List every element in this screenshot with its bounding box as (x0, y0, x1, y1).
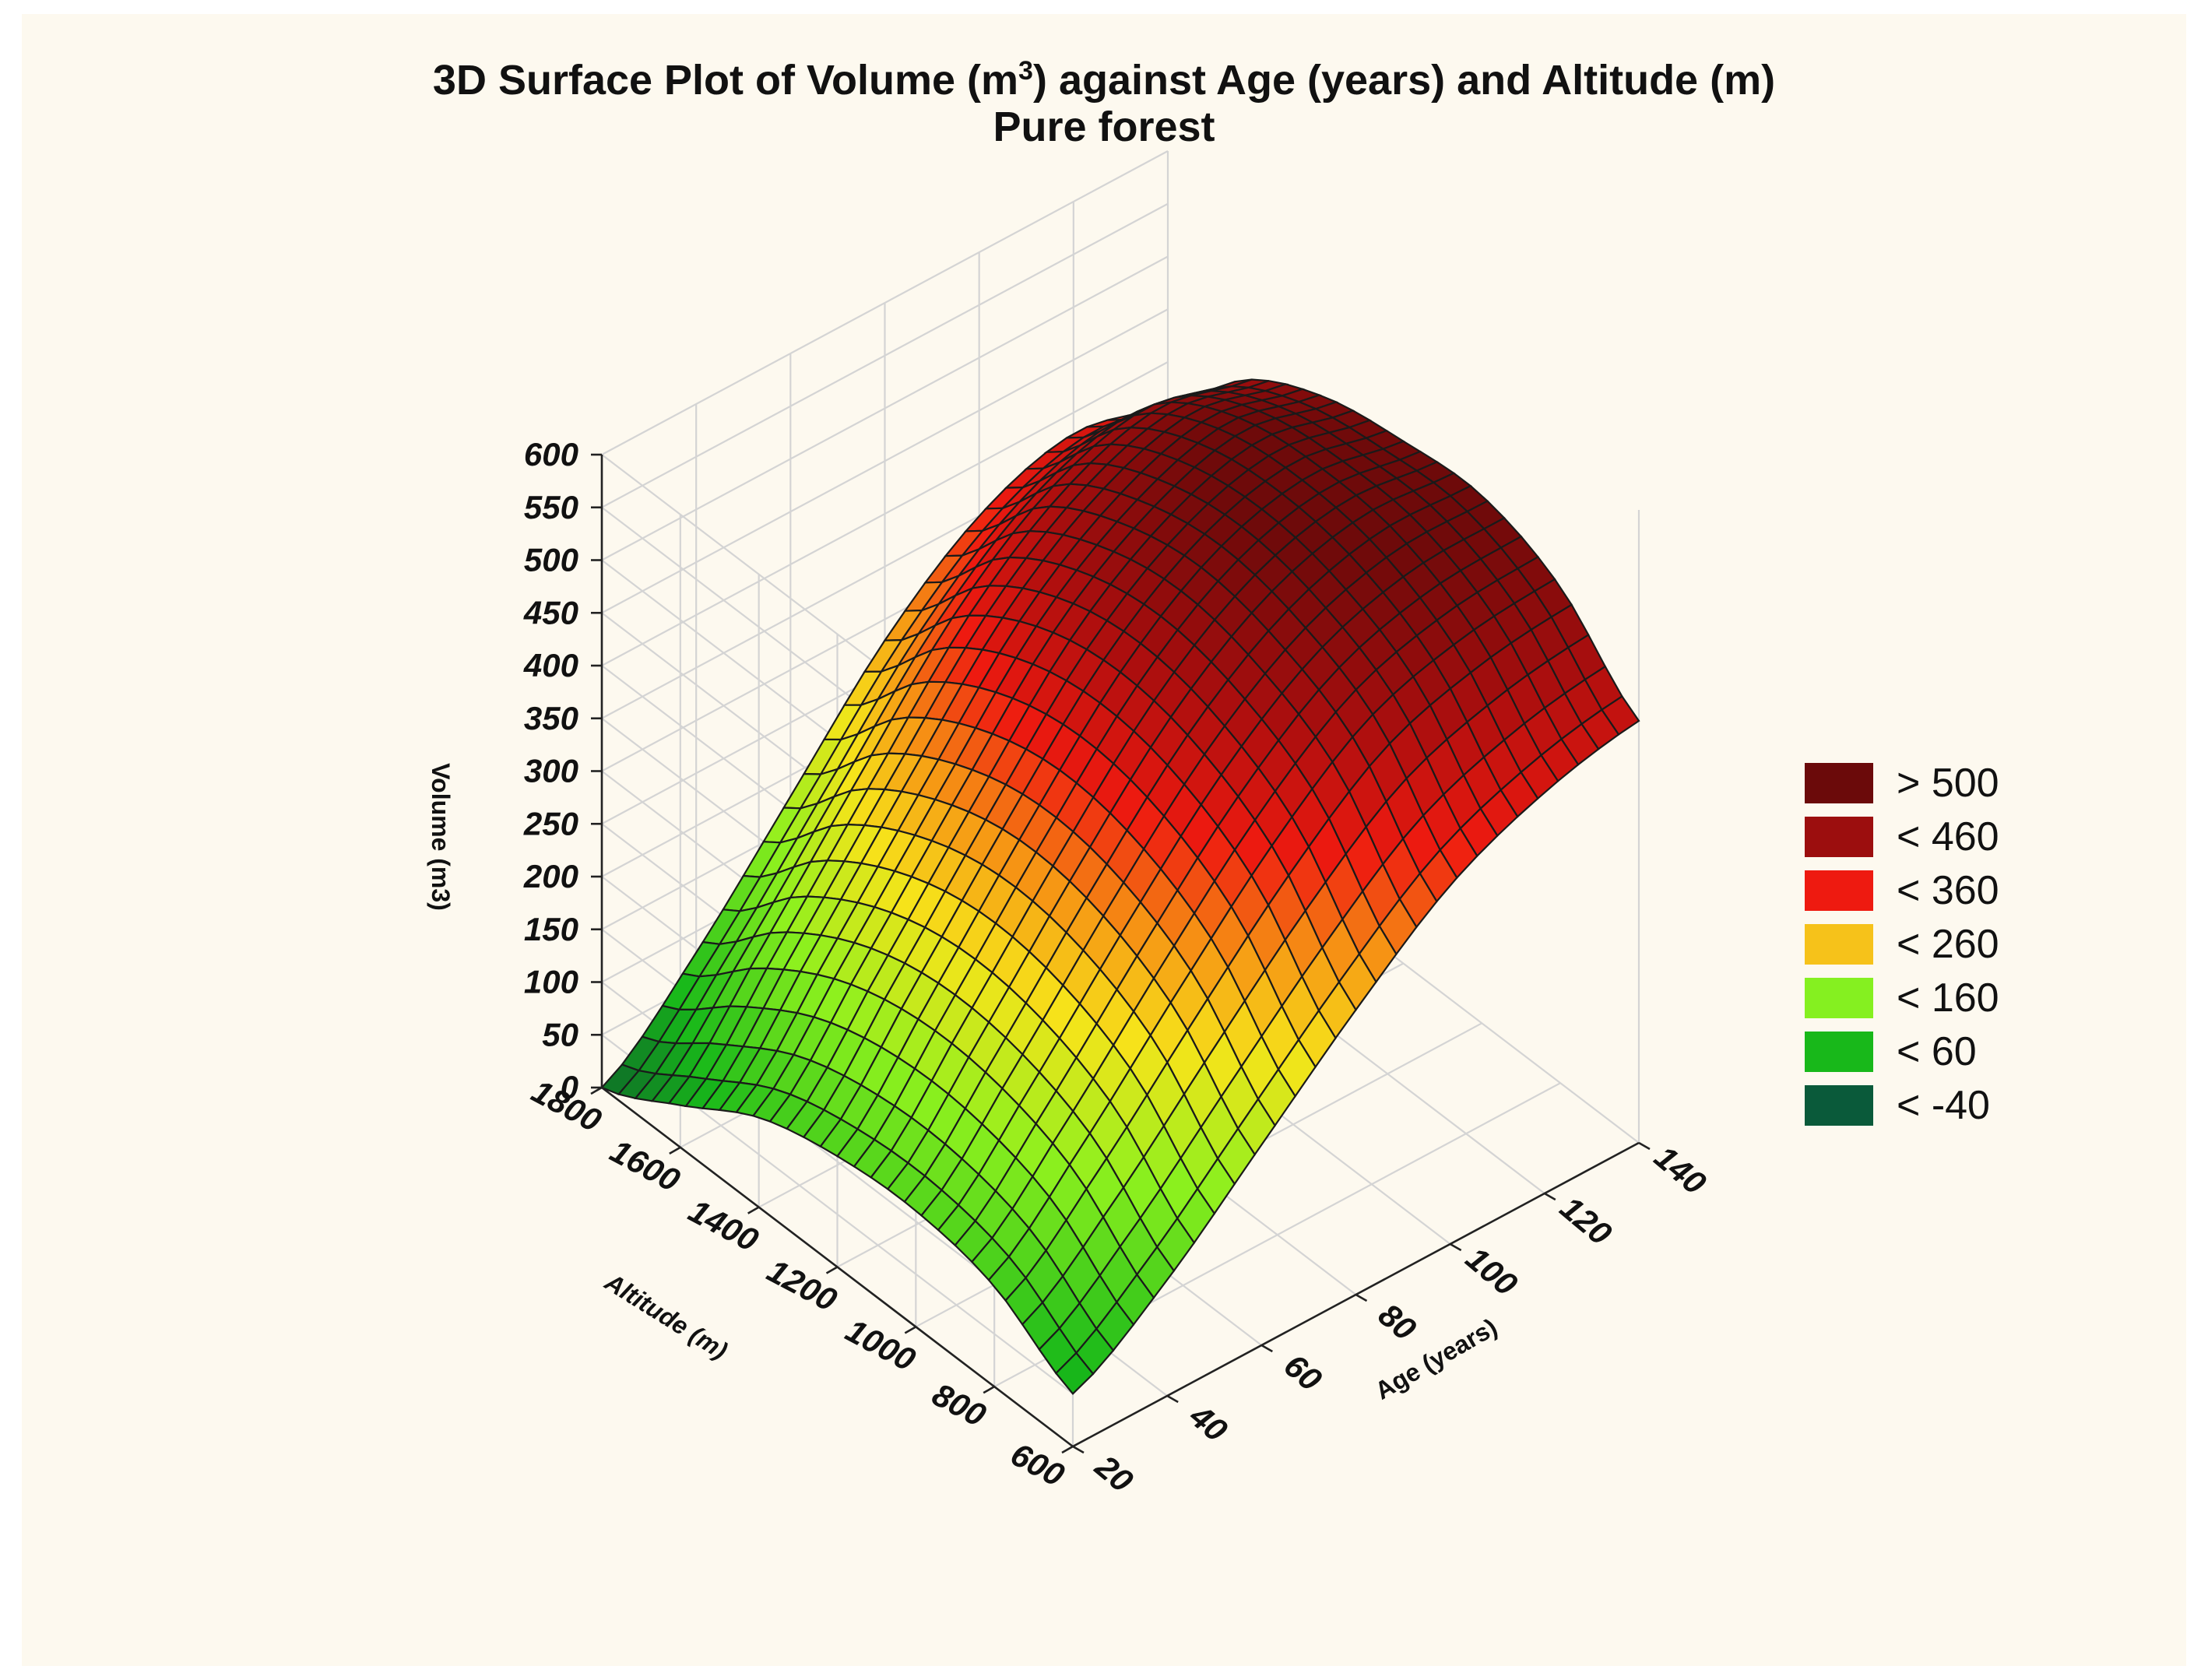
x-tick-label: 60 (1278, 1347, 1329, 1398)
x-tick-label: 120 (1553, 1189, 1619, 1252)
z-tick-label: 600 (524, 436, 578, 473)
legend-label: < -40 (1897, 1083, 1990, 1128)
axes (590, 453, 1651, 1454)
y-axis-label: Altitude (m) (599, 1267, 733, 1365)
legend-item: < -40 (1798, 1083, 2079, 1128)
z-tick-label: 100 (524, 964, 578, 1000)
grid-line (601, 308, 1169, 614)
legend-swatch (1805, 1032, 1873, 1072)
z-tick-label: 350 (524, 700, 578, 736)
legend-swatch (1805, 1085, 1873, 1126)
z-tick-label: 200 (523, 858, 578, 894)
y-tick-mark (825, 1266, 839, 1274)
grid-line (601, 150, 1169, 455)
grid-line (601, 361, 1169, 666)
x-tick-mark (1355, 1293, 1368, 1302)
chart-subtitle: Pure forest (993, 104, 1215, 150)
y-tick-mark (747, 1206, 760, 1214)
x-tick-mark (1544, 1192, 1556, 1201)
x-tick-mark (1450, 1242, 1462, 1252)
y-tick-mark (669, 1146, 681, 1155)
legend-label: < 160 (1897, 975, 1999, 1021)
y-tick-mark (904, 1326, 916, 1334)
z-tick-label: 400 (523, 647, 578, 684)
x-tick-label: 100 (1459, 1239, 1524, 1302)
y-tick-label: 600 (1005, 1436, 1071, 1493)
y-tick-label: 800 (926, 1376, 992, 1433)
grid-line (601, 255, 1169, 561)
z-tick-label: 500 (524, 542, 578, 578)
x-tick-mark (1260, 1344, 1273, 1353)
x-tick-mark (1166, 1394, 1179, 1404)
legend-item: < 360 (1798, 868, 2079, 913)
z-tick-label: 550 (524, 489, 578, 525)
x-tick-mark (1638, 1141, 1651, 1151)
x-tick-label: 40 (1183, 1397, 1235, 1449)
legend-label: < 260 (1897, 922, 1999, 967)
z-tick-label: 450 (523, 594, 578, 631)
z-tick-label: 150 (524, 911, 578, 947)
grid-line (601, 202, 1169, 508)
legend-label: > 500 (1897, 761, 1999, 806)
z-tick-label: 250 (523, 805, 578, 842)
z-tick-label: 50 (542, 1016, 578, 1053)
surface-cell (1054, 1351, 1095, 1395)
legend-swatch (1805, 870, 1873, 911)
legend-item: > 500 (1798, 761, 2079, 806)
legend-item: < 260 (1798, 922, 2079, 967)
x-tick-label: 80 (1372, 1296, 1423, 1348)
z-tick-label: 0 (561, 1069, 578, 1105)
y-tick-mark (590, 1086, 603, 1095)
y-tick-mark (983, 1386, 995, 1394)
legend-label: < 60 (1897, 1029, 1977, 1074)
z-axis-label: Volume (m3) (427, 763, 455, 911)
legend-item: < 460 (1798, 814, 2079, 859)
legend-item: < 160 (1798, 975, 2079, 1021)
chart-title: 3D Surface Plot of Volume (m3) against A… (432, 56, 1776, 104)
legend-swatch (1805, 924, 1873, 965)
legend-swatch (1805, 763, 1873, 803)
z-tick-label: 300 (524, 753, 578, 789)
legend-label: < 360 (1897, 868, 1999, 913)
legend-swatch (1805, 978, 1873, 1018)
x-tick-label: 140 (1647, 1138, 1713, 1201)
y-tick-mark (1061, 1445, 1074, 1454)
legend-swatch (1805, 817, 1873, 857)
legend-item: < 60 (1798, 1029, 2079, 1074)
x-tick-mark (1072, 1445, 1085, 1454)
legend-label: < 460 (1897, 814, 1999, 859)
surface-mesh (600, 378, 1640, 1395)
x-tick-label: 20 (1088, 1447, 1141, 1499)
